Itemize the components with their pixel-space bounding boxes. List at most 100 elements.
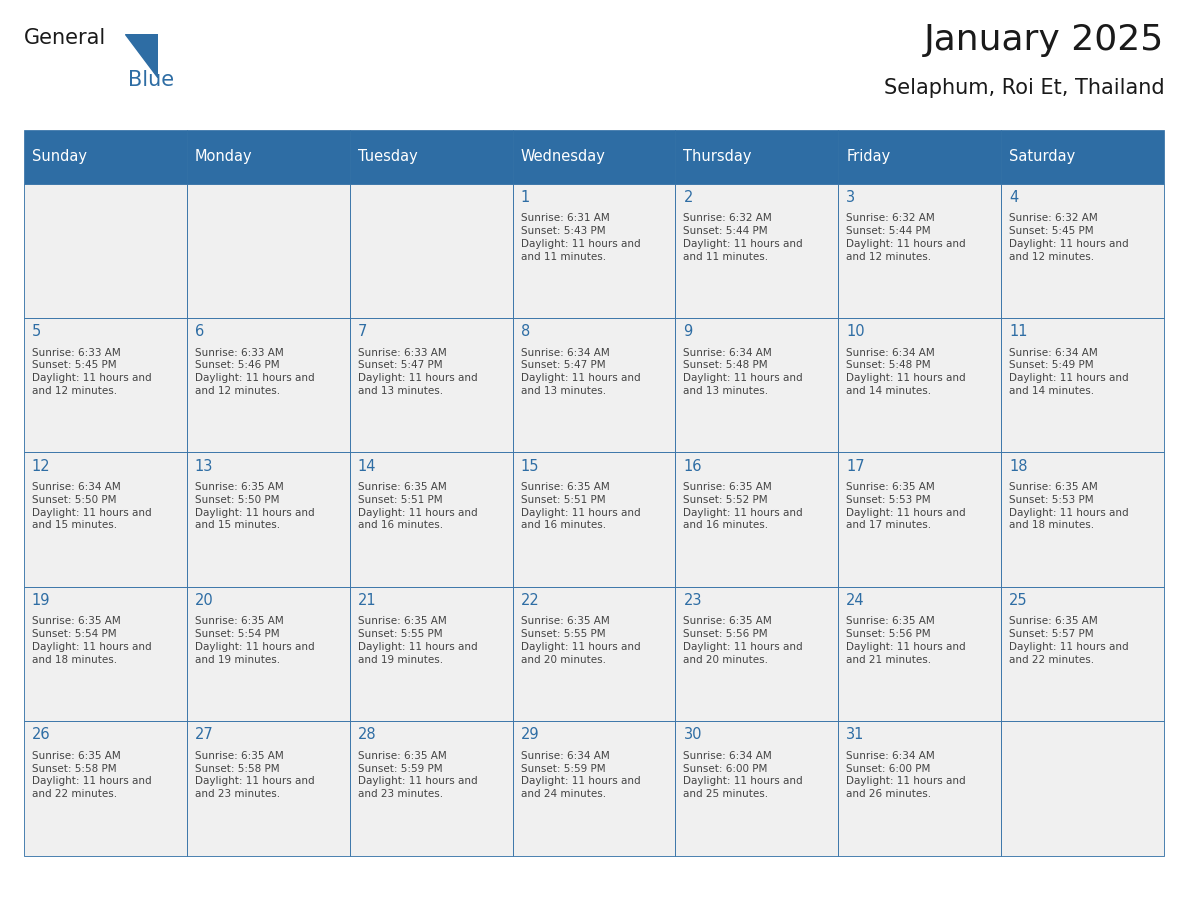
- Text: 13: 13: [195, 459, 213, 474]
- Text: Sunrise: 6:35 AM
Sunset: 5:57 PM
Daylight: 11 hours and 
and 22 minutes.: Sunrise: 6:35 AM Sunset: 5:57 PM Dayligh…: [1010, 616, 1132, 665]
- Text: 19: 19: [32, 593, 50, 608]
- Text: Sunrise: 6:34 AM
Sunset: 5:47 PM
Daylight: 11 hours and 
and 13 minutes.: Sunrise: 6:34 AM Sunset: 5:47 PM Dayligh…: [520, 348, 644, 396]
- Text: Sunrise: 6:34 AM
Sunset: 5:48 PM
Daylight: 11 hours and 
and 14 minutes.: Sunrise: 6:34 AM Sunset: 5:48 PM Dayligh…: [846, 348, 969, 396]
- Bar: [676, 184, 839, 318]
- Bar: [839, 318, 1001, 453]
- Text: 21: 21: [358, 593, 377, 608]
- Bar: [512, 318, 676, 453]
- Text: 27: 27: [195, 727, 214, 743]
- Bar: [349, 453, 512, 587]
- Text: Wednesday: Wednesday: [520, 150, 606, 164]
- Text: 6: 6: [195, 324, 204, 340]
- Bar: [676, 722, 839, 856]
- Text: Thursday: Thursday: [683, 150, 752, 164]
- Text: 3: 3: [846, 190, 855, 205]
- Text: Sunrise: 6:35 AM
Sunset: 5:55 PM
Daylight: 11 hours and 
and 20 minutes.: Sunrise: 6:35 AM Sunset: 5:55 PM Dayligh…: [520, 616, 644, 665]
- Text: Sunrise: 6:34 AM
Sunset: 5:59 PM
Daylight: 11 hours and 
and 24 minutes.: Sunrise: 6:34 AM Sunset: 5:59 PM Dayligh…: [520, 751, 644, 800]
- Text: Tuesday: Tuesday: [358, 150, 417, 164]
- Text: 26: 26: [32, 727, 50, 743]
- Bar: [24, 130, 187, 184]
- Text: Sunrise: 6:33 AM
Sunset: 5:45 PM
Daylight: 11 hours and 
and 12 minutes.: Sunrise: 6:33 AM Sunset: 5:45 PM Dayligh…: [32, 348, 154, 396]
- Text: Sunrise: 6:35 AM
Sunset: 5:51 PM
Daylight: 11 hours and 
and 16 minutes.: Sunrise: 6:35 AM Sunset: 5:51 PM Dayligh…: [358, 482, 480, 531]
- Text: 20: 20: [195, 593, 214, 608]
- Bar: [839, 184, 1001, 318]
- Bar: [24, 722, 187, 856]
- Bar: [839, 453, 1001, 587]
- Text: Sunrise: 6:34 AM
Sunset: 6:00 PM
Daylight: 11 hours and 
and 26 minutes.: Sunrise: 6:34 AM Sunset: 6:00 PM Dayligh…: [846, 751, 969, 800]
- Text: Sunrise: 6:34 AM
Sunset: 5:49 PM
Daylight: 11 hours and 
and 14 minutes.: Sunrise: 6:34 AM Sunset: 5:49 PM Dayligh…: [1010, 348, 1132, 396]
- Text: Sunrise: 6:35 AM
Sunset: 5:56 PM
Daylight: 11 hours and 
and 21 minutes.: Sunrise: 6:35 AM Sunset: 5:56 PM Dayligh…: [846, 616, 969, 665]
- Text: Sunrise: 6:35 AM
Sunset: 5:50 PM
Daylight: 11 hours and 
and 15 minutes.: Sunrise: 6:35 AM Sunset: 5:50 PM Dayligh…: [195, 482, 317, 531]
- Text: 18: 18: [1010, 459, 1028, 474]
- Text: 22: 22: [520, 593, 539, 608]
- Bar: [349, 587, 512, 722]
- Text: Sunrise: 6:35 AM
Sunset: 5:58 PM
Daylight: 11 hours and 
and 22 minutes.: Sunrise: 6:35 AM Sunset: 5:58 PM Dayligh…: [32, 751, 154, 800]
- Text: Sunrise: 6:32 AM
Sunset: 5:44 PM
Daylight: 11 hours and 
and 11 minutes.: Sunrise: 6:32 AM Sunset: 5:44 PM Dayligh…: [683, 213, 807, 262]
- Bar: [187, 722, 349, 856]
- Text: 12: 12: [32, 459, 50, 474]
- Text: Sunrise: 6:35 AM
Sunset: 5:53 PM
Daylight: 11 hours and 
and 18 minutes.: Sunrise: 6:35 AM Sunset: 5:53 PM Dayligh…: [1010, 482, 1132, 531]
- Text: 30: 30: [683, 727, 702, 743]
- Text: 2: 2: [683, 190, 693, 205]
- Text: 7: 7: [358, 324, 367, 340]
- Text: 24: 24: [846, 593, 865, 608]
- Bar: [1001, 130, 1164, 184]
- Text: Sunrise: 6:35 AM
Sunset: 5:54 PM
Daylight: 11 hours and 
and 19 minutes.: Sunrise: 6:35 AM Sunset: 5:54 PM Dayligh…: [195, 616, 317, 665]
- Text: 29: 29: [520, 727, 539, 743]
- Bar: [512, 453, 676, 587]
- Text: 16: 16: [683, 459, 702, 474]
- Bar: [349, 318, 512, 453]
- Text: Sunday: Sunday: [32, 150, 87, 164]
- Text: Sunrise: 6:34 AM
Sunset: 5:48 PM
Daylight: 11 hours and 
and 13 minutes.: Sunrise: 6:34 AM Sunset: 5:48 PM Dayligh…: [683, 348, 807, 396]
- Text: Sunrise: 6:35 AM
Sunset: 5:51 PM
Daylight: 11 hours and 
and 16 minutes.: Sunrise: 6:35 AM Sunset: 5:51 PM Dayligh…: [520, 482, 644, 531]
- Text: Sunrise: 6:35 AM
Sunset: 5:59 PM
Daylight: 11 hours and 
and 23 minutes.: Sunrise: 6:35 AM Sunset: 5:59 PM Dayligh…: [358, 751, 480, 800]
- Bar: [1001, 722, 1164, 856]
- Text: 9: 9: [683, 324, 693, 340]
- Bar: [676, 587, 839, 722]
- Bar: [839, 130, 1001, 184]
- Bar: [187, 318, 349, 453]
- Text: 14: 14: [358, 459, 377, 474]
- Text: Saturday: Saturday: [1010, 150, 1075, 164]
- Bar: [349, 130, 512, 184]
- Text: 5: 5: [32, 324, 42, 340]
- Text: 11: 11: [1010, 324, 1028, 340]
- Bar: [187, 130, 349, 184]
- Bar: [839, 722, 1001, 856]
- Text: Monday: Monday: [195, 150, 252, 164]
- Text: 28: 28: [358, 727, 377, 743]
- Text: 8: 8: [520, 324, 530, 340]
- Text: Sunrise: 6:35 AM
Sunset: 5:53 PM
Daylight: 11 hours and 
and 17 minutes.: Sunrise: 6:35 AM Sunset: 5:53 PM Dayligh…: [846, 482, 969, 531]
- Text: Sunrise: 6:34 AM
Sunset: 6:00 PM
Daylight: 11 hours and 
and 25 minutes.: Sunrise: 6:34 AM Sunset: 6:00 PM Dayligh…: [683, 751, 807, 800]
- Text: Blue: Blue: [128, 70, 175, 90]
- Bar: [1001, 587, 1164, 722]
- Bar: [512, 184, 676, 318]
- Bar: [187, 184, 349, 318]
- Text: General: General: [24, 28, 106, 48]
- Bar: [187, 453, 349, 587]
- Text: Sunrise: 6:35 AM
Sunset: 5:55 PM
Daylight: 11 hours and 
and 19 minutes.: Sunrise: 6:35 AM Sunset: 5:55 PM Dayligh…: [358, 616, 480, 665]
- Text: 1: 1: [520, 190, 530, 205]
- Bar: [1001, 184, 1164, 318]
- Text: Sunrise: 6:32 AM
Sunset: 5:44 PM
Daylight: 11 hours and 
and 12 minutes.: Sunrise: 6:32 AM Sunset: 5:44 PM Dayligh…: [846, 213, 969, 262]
- Text: Selaphum, Roi Et, Thailand: Selaphum, Roi Et, Thailand: [884, 78, 1164, 98]
- Text: 10: 10: [846, 324, 865, 340]
- Text: Sunrise: 6:31 AM
Sunset: 5:43 PM
Daylight: 11 hours and 
and 11 minutes.: Sunrise: 6:31 AM Sunset: 5:43 PM Dayligh…: [520, 213, 644, 262]
- Bar: [24, 184, 187, 318]
- Bar: [676, 130, 839, 184]
- Text: 31: 31: [846, 727, 865, 743]
- Text: Sunrise: 6:35 AM
Sunset: 5:56 PM
Daylight: 11 hours and 
and 20 minutes.: Sunrise: 6:35 AM Sunset: 5:56 PM Dayligh…: [683, 616, 807, 665]
- Bar: [24, 318, 187, 453]
- Text: 17: 17: [846, 459, 865, 474]
- Bar: [1001, 318, 1164, 453]
- Bar: [839, 587, 1001, 722]
- Bar: [512, 587, 676, 722]
- Text: January 2025: January 2025: [924, 23, 1164, 57]
- Bar: [676, 453, 839, 587]
- Polygon shape: [125, 34, 158, 78]
- Text: Sunrise: 6:35 AM
Sunset: 5:58 PM
Daylight: 11 hours and 
and 23 minutes.: Sunrise: 6:35 AM Sunset: 5:58 PM Dayligh…: [195, 751, 317, 800]
- Text: 23: 23: [683, 593, 702, 608]
- Text: 4: 4: [1010, 190, 1018, 205]
- Bar: [349, 184, 512, 318]
- Text: Sunrise: 6:32 AM
Sunset: 5:45 PM
Daylight: 11 hours and 
and 12 minutes.: Sunrise: 6:32 AM Sunset: 5:45 PM Dayligh…: [1010, 213, 1132, 262]
